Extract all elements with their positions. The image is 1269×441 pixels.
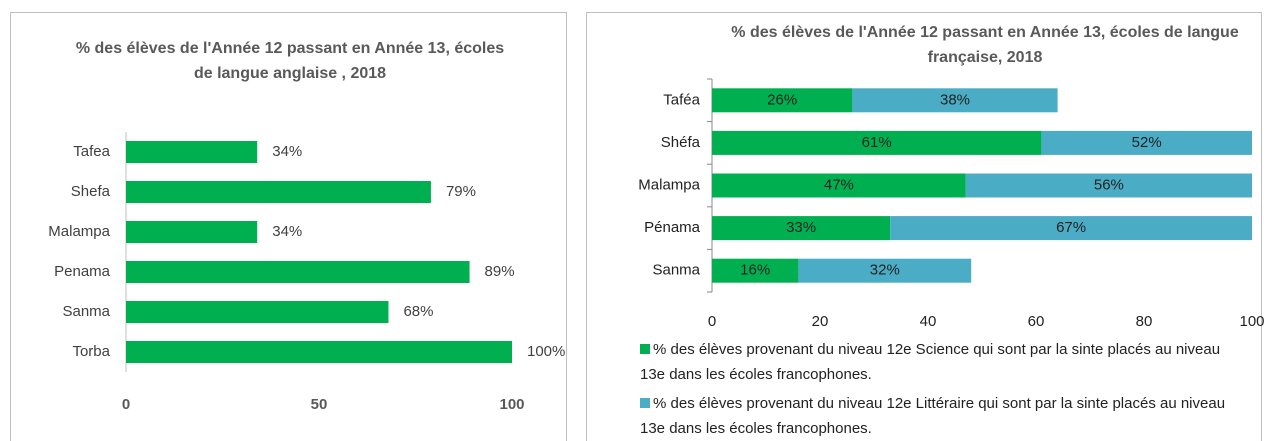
right-frame [586,12,1262,441]
bar [126,221,258,243]
bar [126,341,512,363]
legend-entry: % des élèves provenant du niveau 12e Sci… [640,337,1240,387]
y-tick-label: Sanma [62,303,110,320]
y-tick-label: Pénama [644,219,701,236]
value-label: 52% [1132,134,1162,151]
value-label: 100% [527,343,565,360]
x-tick-label: 80 [1136,313,1153,330]
x-tick-label: 50 [311,396,328,413]
value-label: 26% [767,91,797,108]
bar-segment [1041,130,1252,155]
bar-segment [712,173,966,198]
bar [126,261,470,283]
value-label: 68% [403,303,433,320]
value-label: 67% [1056,219,1086,236]
legend-swatch [640,398,650,408]
bar-segment [852,88,1058,113]
x-tick-label: 40 [920,313,937,330]
x-tick-label: 20 [812,313,829,330]
x-tick-label: 0 [122,396,130,413]
y-tick-label: Shéfa [661,134,701,151]
bar [126,141,258,163]
value-label: 33% [786,219,816,236]
legend-entry: % des élèves provenant du niveau 12e Lit… [640,391,1240,441]
value-label: 79% [446,183,476,200]
left-frame [10,12,567,441]
bar-segment [798,258,972,283]
y-tick-label: Torba [72,343,110,360]
bar-segment [965,173,1252,198]
x-tick-label: 60 [1028,313,1045,330]
value-label: 16% [740,262,770,279]
bar [126,181,431,203]
value-label: 38% [940,91,970,108]
legend-label: % des élèves provenant du niveau 12e Lit… [640,395,1226,437]
y-tick-label: Malampa [48,223,110,240]
bar [126,301,389,323]
chart-title: % des élèves de l'Année 12 passant en An… [75,40,505,82]
x-tick-label: 100 [499,396,524,413]
bars [712,88,1252,283]
bar-segment [890,216,1252,241]
value-label: 47% [824,176,854,193]
value-label: 34% [272,143,302,160]
value-label: 89% [485,263,515,280]
y-tick-label: Penama [54,263,111,280]
x-tick-label: 100 [1239,313,1264,330]
y-tick-label: Malampa [638,176,700,193]
bar-segment [712,88,853,113]
legend-label: % des élèves provenant du niveau 12e Sci… [640,341,1221,383]
bar-segment [712,258,799,283]
bar-segment [712,216,891,241]
value-label: 56% [1094,176,1124,193]
y-tick-label: Tafea [73,143,110,160]
bar-segment [712,130,1042,155]
y-tick-label: Shefa [71,183,111,200]
value-label: 34% [272,223,302,240]
y-tick-label: Sanma [652,262,700,279]
x-tick-label: 0 [708,313,716,330]
legend-swatch [640,344,650,354]
value-label: 61% [862,134,892,151]
value-label: 32% [870,262,900,279]
y-tick-label: Taféa [663,91,700,108]
chart-title: % des élèves de l'Année 12 passant en An… [731,24,1239,66]
